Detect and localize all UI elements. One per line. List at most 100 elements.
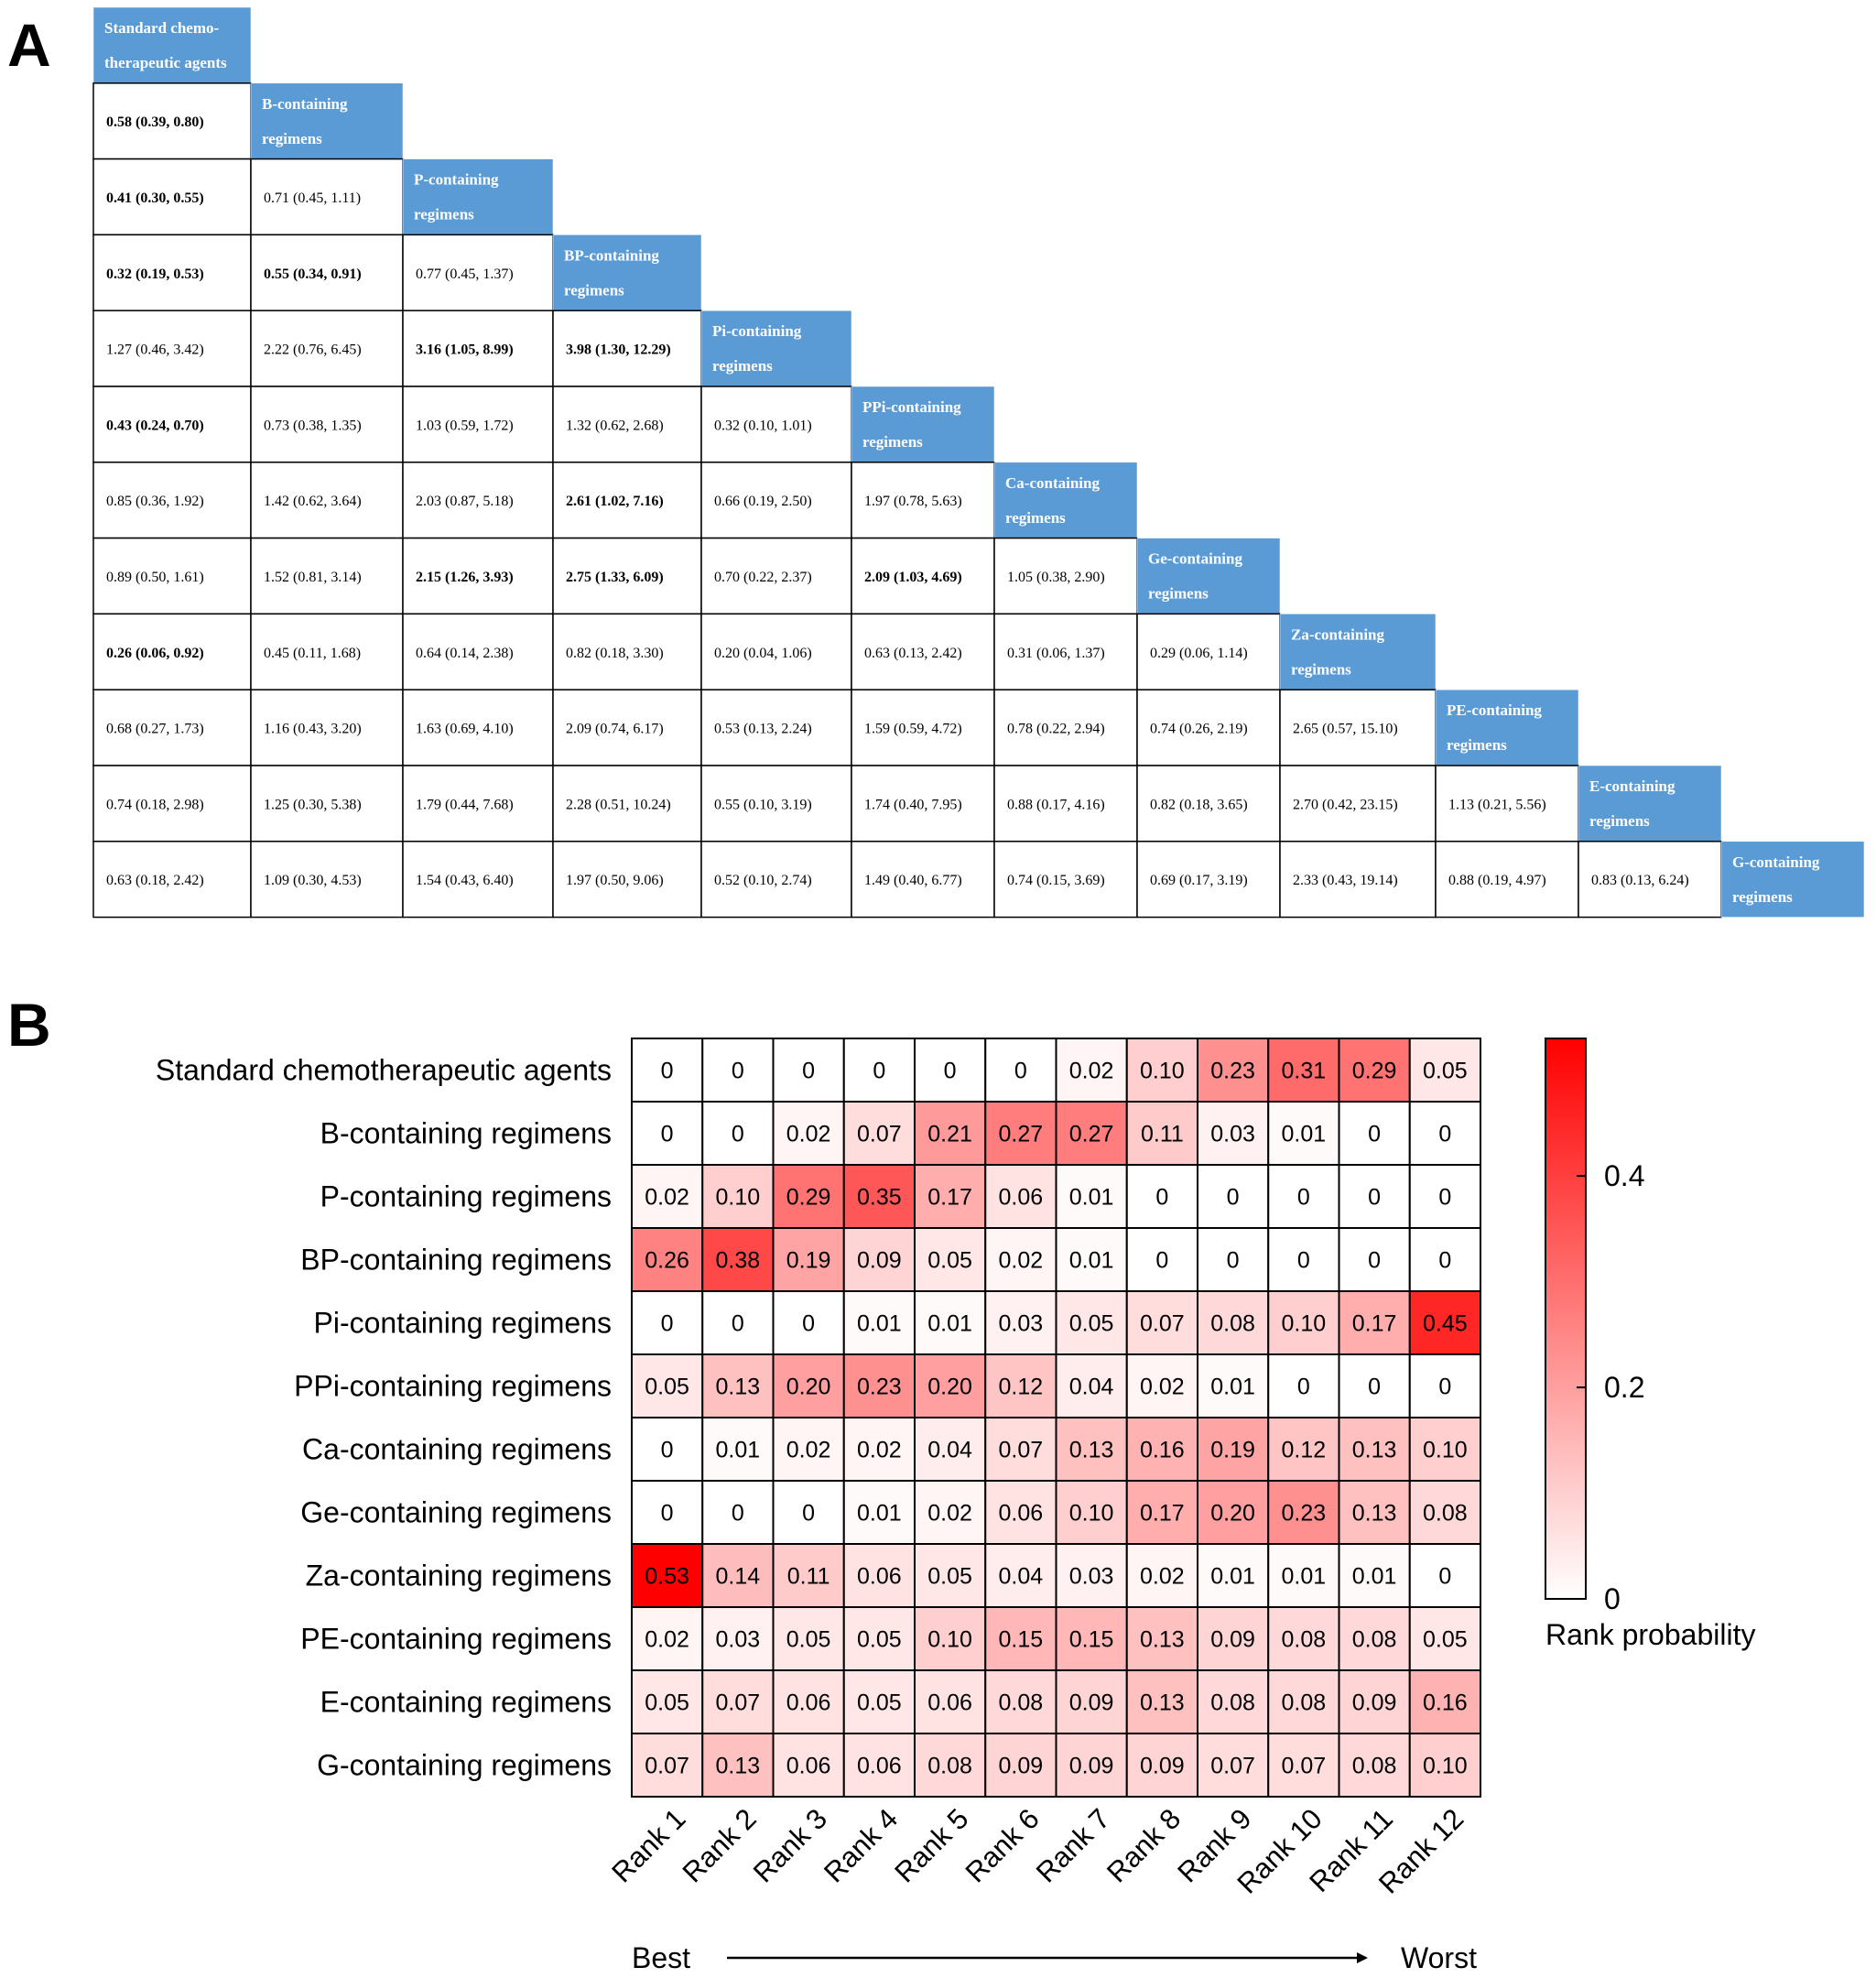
heatmap-cell-value: 0 (661, 1122, 674, 1147)
heatmap-cell-value: 0.07 (1282, 1754, 1327, 1779)
heatmap-column-label: Rank 7 (1030, 1802, 1116, 1888)
league-cell-10-0 (92, 765, 252, 842)
league-header-text: regimens (1291, 660, 1351, 678)
heatmap-cell (1267, 1038, 1340, 1103)
heatmap-cell-value: 0.23 (857, 1375, 902, 1400)
league-header-text: regimens (1148, 585, 1209, 603)
heatmap-row-label: Ca-containing regimens (302, 1433, 612, 1466)
league-cell-9-3 (552, 689, 702, 766)
league-cell-text: 0.55 (0.10, 3.19) (714, 797, 812, 812)
heatmap-cell-value: 0.10 (1069, 1501, 1114, 1527)
league-cell-7-2 (402, 537, 554, 615)
heatmap-cell-value: 0.04 (1069, 1375, 1114, 1400)
heatmap-cell (842, 1669, 916, 1734)
league-header-text: regimens (262, 130, 322, 147)
league-cell-2-0 (92, 158, 252, 236)
league-cell-5-0 (92, 386, 252, 463)
league-cell-11-10 (1578, 841, 1722, 918)
league-header-cell (1279, 614, 1437, 690)
heatmap-cell-value: 0.08 (1210, 1690, 1255, 1716)
heatmap-cell (1197, 1353, 1270, 1418)
league-cell-5-3 (552, 386, 702, 463)
heatmap-cell (1055, 1038, 1128, 1103)
heatmap-cell-value: 0.23 (1210, 1059, 1255, 1084)
heatmap-cell-value: 0.13 (1069, 1438, 1114, 1463)
heatmap-row-label: PE-containing regimens (300, 1623, 612, 1656)
league-header-cell (993, 462, 1138, 538)
heatmap-column-label: Rank 5 (888, 1802, 974, 1888)
heatmap-cell (984, 1038, 1057, 1103)
heatmap-cell-value: 0.07 (1210, 1754, 1255, 1779)
heatmap-cell (914, 1164, 987, 1229)
colorbar-label: Rank probability (1545, 1618, 1755, 1651)
heatmap-cell (914, 1353, 987, 1418)
heatmap-cell-value: 0.06 (857, 1564, 902, 1590)
heatmap-cell-value: 0 (661, 1059, 674, 1084)
heatmap-cell-value: 0.07 (999, 1438, 1044, 1463)
league-cell-9-2 (402, 689, 554, 766)
heatmap-cell (1125, 1669, 1198, 1734)
league-cell-text: 1.42 (0.62, 3.64) (264, 494, 362, 509)
league-cell-11-6 (993, 841, 1138, 918)
league-cell-6-1 (250, 462, 404, 539)
heatmap-cell-value: 0.09 (857, 1248, 902, 1274)
league-cell-11-9 (1435, 841, 1579, 918)
league-header-text: Za-containing (1291, 625, 1385, 643)
league-cell-text: 2.09 (0.74, 6.17) (566, 722, 664, 737)
league-header-text: regimens (564, 281, 624, 299)
heatmap-column-label: Rank 2 (677, 1802, 763, 1888)
league-cell-text: 1.25 (0.30, 5.38) (264, 797, 362, 812)
heatmap-cell-value: 0.03 (999, 1311, 1044, 1337)
league-cell-text: 1.63 (0.69, 4.10) (416, 722, 514, 737)
league-header-text: B-containing (262, 95, 348, 113)
heatmap-cell (1197, 1669, 1270, 1734)
league-header-text: BP-containing (564, 246, 659, 264)
rank-heatmap: Standard chemotherapeutic agents 0 0 0 0 0 0 0.… (156, 1038, 1481, 1900)
best-label: Best (632, 1941, 690, 1974)
league-cell-text: 2.09 (1.03, 4.69) (864, 570, 962, 585)
league-cell-text: 1.59 (0.59, 4.72) (864, 722, 962, 737)
heatmap-cell-value: 0.16 (1423, 1690, 1468, 1716)
league-cell-text: 1.97 (0.50, 9.06) (566, 873, 664, 888)
league-cell-text: 0.63 (0.13, 2.42) (864, 646, 962, 661)
league-header-text: regimens (1732, 888, 1793, 906)
heatmap-cell-value: 0 (1297, 1375, 1310, 1400)
league-cell-10-8 (1279, 765, 1437, 842)
league-cell-9-7 (1136, 689, 1281, 766)
league-cell-text: 1.74 (0.40, 7.95) (864, 797, 962, 812)
heatmap-cell (631, 1290, 704, 1355)
heatmap-column-label: Rank 1 (605, 1802, 691, 1888)
heatmap-row-label: BP-containing regimens (300, 1244, 612, 1277)
heatmap-cell-value: 0.08 (1352, 1754, 1397, 1779)
league-cell-11-2 (402, 841, 554, 918)
heatmap-cell-value: 0.17 (1140, 1501, 1185, 1527)
league-cell-text: 1.27 (0.46, 3.42) (106, 342, 204, 358)
heatmap-cell (842, 1543, 916, 1608)
heatmap-cell-value: 0.04 (999, 1564, 1044, 1590)
heatmap-cell-value: 0.38 (716, 1248, 761, 1274)
league-cell-7-0 (92, 537, 252, 615)
heatmap-cell-value: 0 (732, 1501, 744, 1527)
heatmap-column-label: Rank 3 (747, 1802, 833, 1888)
heatmap-cell (631, 1038, 704, 1103)
heatmap-cell (701, 1543, 775, 1608)
heatmap-cell (1408, 1669, 1481, 1734)
heatmap-cell-value: 0.06 (927, 1690, 972, 1716)
league-cell-text: 2.70 (0.42, 23.15) (1293, 797, 1398, 812)
league-cell-text: 1.54 (0.43, 6.40) (416, 873, 514, 888)
heatmap-cell-value: 0.05 (927, 1564, 972, 1590)
heatmap-cell-value: 0.20 (786, 1375, 831, 1400)
heatmap-cell-value: 0.20 (1210, 1501, 1255, 1527)
heatmap-cell-value: 0.29 (786, 1185, 831, 1211)
heatmap-cell-value: 0.08 (999, 1690, 1044, 1716)
league-cell-8-2 (402, 613, 554, 690)
heatmap-cell-value: 0.02 (1069, 1059, 1114, 1084)
heatmap-cell-value: 0 (1297, 1248, 1310, 1274)
heatmap-cell (772, 1290, 845, 1355)
league-cell-text: 1.49 (0.40, 6.77) (864, 873, 962, 888)
heatmap-cell (631, 1417, 704, 1482)
panel-label-b: B (7, 991, 51, 1059)
heatmap-row-label: E-containing regimens (320, 1686, 612, 1719)
league-header-text: regimens (1447, 736, 1507, 754)
heatmap-cell-value: 0.13 (716, 1375, 761, 1400)
